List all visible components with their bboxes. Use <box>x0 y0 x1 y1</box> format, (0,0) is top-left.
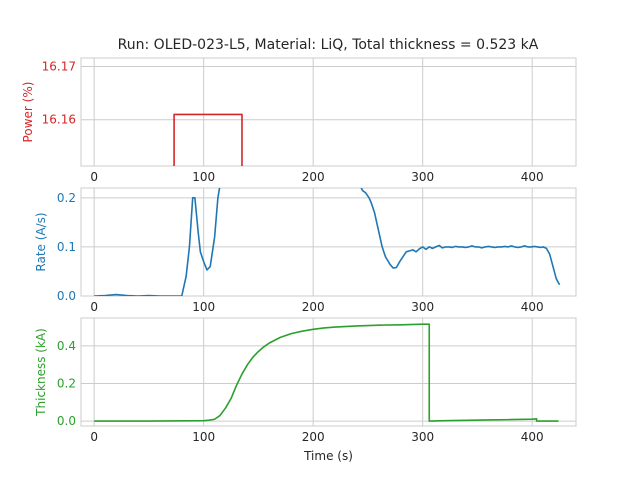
thickness-y-tick-label: 0.2 <box>57 376 76 390</box>
rate-panel: 0 100 200 300 400 0.0 0.1 0.2 Rate (A/s) <box>34 187 577 314</box>
power-x-tick-label: 100 <box>192 170 215 184</box>
rate-series-line <box>94 188 221 296</box>
rate-x-tick-label: 300 <box>411 300 434 314</box>
power-y-axis-label: Power (%) <box>21 82 35 143</box>
rate-x-tick-label: 100 <box>192 300 215 314</box>
thickness-y-axis-label: Thickness (kA) <box>34 328 48 417</box>
power-x-tick-label: 200 <box>302 170 325 184</box>
power-y-tick-label: 16.17 <box>42 60 76 74</box>
power-series-line <box>173 113 243 166</box>
rate-y-tick-label: 0.0 <box>57 289 76 303</box>
thickness-panel: 0 100 200 300 400 0.0 0.2 0.4 Thickness (kA) Time… <box>34 317 577 463</box>
thickness-y-tick-label: 0.0 <box>57 414 76 428</box>
rate-y-tick-label: 0.2 <box>57 191 76 205</box>
rate-y-axis-label: Rate (A/s) <box>34 212 48 271</box>
thickness-plot-area <box>80 317 577 427</box>
rate-x-tick-label: 0 <box>90 300 98 314</box>
power-plot-area <box>80 57 577 167</box>
rate-x-tick-label: 400 <box>521 300 544 314</box>
rate-y-tick-label: 0.1 <box>57 240 76 254</box>
power-y-tick-label: 16.16 <box>42 113 76 127</box>
power-x-tick-label: 300 <box>411 170 434 184</box>
thickness-x-axis-label: Time (s) <box>303 449 353 463</box>
rate-plot-area <box>80 187 577 297</box>
thickness-x-tick-label: 0 <box>90 430 98 444</box>
power-x-tick-label: 400 <box>521 170 544 184</box>
rate-x-tick-label: 200 <box>302 300 325 314</box>
thickness-x-tick-label: 300 <box>411 430 434 444</box>
panels: 0 100 200 300 400 16.16 16.17 Power (%) 0 100 200 3… <box>21 57 577 463</box>
thickness-series-line <box>94 323 559 422</box>
thickness-x-tick-label: 400 <box>521 430 544 444</box>
power-panel: 0 100 200 300 400 16.16 16.17 Power (%) <box>21 57 577 184</box>
thickness-y-tick-label: 0.4 <box>57 339 76 353</box>
thickness-x-tick-label: 100 <box>192 430 215 444</box>
rate-series-line <box>360 188 561 286</box>
thickness-x-tick-label: 200 <box>302 430 325 444</box>
power-x-tick-label: 0 <box>90 170 98 184</box>
figure-title: Run: OLED-023-L5, Material: LiQ, Total t… <box>118 37 539 53</box>
